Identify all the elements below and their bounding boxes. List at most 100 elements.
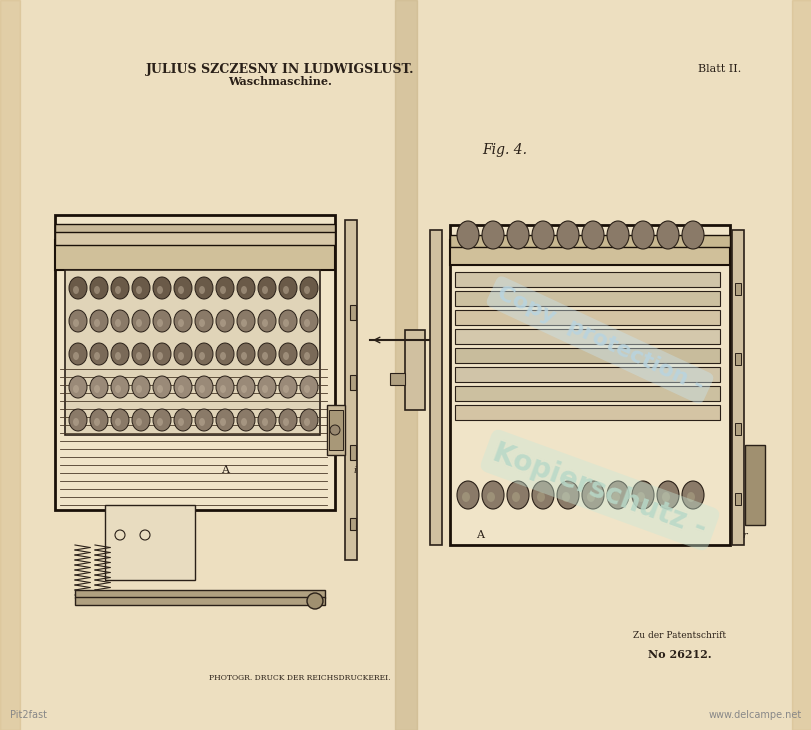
Ellipse shape [152, 277, 171, 299]
Ellipse shape [581, 221, 603, 249]
Ellipse shape [174, 277, 191, 299]
Bar [75, 590, 324, 598]
Ellipse shape [299, 376, 318, 398]
Ellipse shape [94, 319, 100, 327]
Text: r: r [742, 531, 746, 539]
Ellipse shape [157, 319, 163, 327]
Ellipse shape [199, 385, 204, 393]
Ellipse shape [262, 418, 268, 426]
Ellipse shape [73, 385, 79, 393]
Ellipse shape [174, 376, 191, 398]
Ellipse shape [556, 221, 578, 249]
Ellipse shape [135, 385, 142, 393]
Ellipse shape [461, 492, 470, 502]
Ellipse shape [132, 409, 150, 431]
Bar [345, 220, 357, 560]
Ellipse shape [303, 319, 310, 327]
Ellipse shape [115, 352, 121, 360]
Ellipse shape [94, 352, 100, 360]
Ellipse shape [69, 343, 87, 365]
Ellipse shape [607, 221, 629, 249]
Ellipse shape [216, 409, 234, 431]
Bar [350, 518, 355, 530]
Bar [454, 405, 719, 420]
Ellipse shape [631, 221, 653, 249]
Ellipse shape [111, 343, 129, 365]
Ellipse shape [237, 343, 255, 365]
Ellipse shape [241, 385, 247, 393]
Bar [350, 375, 355, 390]
Ellipse shape [611, 492, 620, 502]
Ellipse shape [656, 221, 678, 249]
Ellipse shape [241, 319, 247, 327]
Ellipse shape [661, 492, 669, 502]
Ellipse shape [178, 319, 184, 327]
Bar [454, 367, 719, 382]
Ellipse shape [90, 343, 108, 365]
Ellipse shape [237, 277, 255, 299]
Bar [55, 215, 335, 510]
Ellipse shape [132, 376, 150, 398]
Bar [734, 423, 740, 435]
Ellipse shape [73, 319, 79, 327]
Ellipse shape [195, 409, 212, 431]
Ellipse shape [279, 310, 297, 332]
Ellipse shape [681, 481, 703, 509]
Ellipse shape [132, 343, 150, 365]
Ellipse shape [220, 319, 225, 327]
Text: PHOTOGR. DRUCK DER REICHSDRUCKEREI.: PHOTOGR. DRUCK DER REICHSDRUCKEREI. [209, 674, 390, 682]
Bar [454, 310, 719, 325]
Ellipse shape [157, 352, 163, 360]
Bar [328, 410, 342, 450]
Ellipse shape [94, 286, 100, 294]
Ellipse shape [241, 418, 247, 426]
Ellipse shape [178, 385, 184, 393]
Bar [75, 597, 324, 605]
Circle shape [307, 593, 323, 609]
Ellipse shape [216, 310, 234, 332]
Ellipse shape [90, 310, 108, 332]
Ellipse shape [237, 376, 255, 398]
Bar [449, 225, 729, 545]
Bar [454, 291, 719, 306]
Bar [791, 0, 811, 730]
Ellipse shape [115, 385, 121, 393]
Ellipse shape [258, 277, 276, 299]
Ellipse shape [581, 481, 603, 509]
Bar [327, 405, 345, 455]
Bar [0, 0, 20, 730]
Ellipse shape [506, 481, 528, 509]
Ellipse shape [262, 286, 268, 294]
Ellipse shape [157, 286, 163, 294]
Ellipse shape [220, 352, 225, 360]
Ellipse shape [195, 343, 212, 365]
Ellipse shape [561, 492, 569, 502]
Text: Fig. 4.: Fig. 4. [482, 143, 527, 157]
Ellipse shape [457, 481, 478, 509]
Ellipse shape [152, 409, 171, 431]
Ellipse shape [506, 221, 528, 249]
Ellipse shape [283, 352, 289, 360]
Bar [350, 445, 355, 460]
Ellipse shape [157, 385, 163, 393]
Ellipse shape [115, 418, 121, 426]
Ellipse shape [303, 286, 310, 294]
Ellipse shape [531, 481, 553, 509]
Bar [731, 230, 743, 545]
Ellipse shape [199, 319, 204, 327]
Bar [449, 240, 729, 265]
Ellipse shape [457, 221, 478, 249]
Ellipse shape [135, 286, 142, 294]
Ellipse shape [199, 352, 204, 360]
Ellipse shape [279, 376, 297, 398]
Text: Waschmaschine.: Waschmaschine. [228, 76, 332, 88]
Bar [454, 348, 719, 363]
Ellipse shape [195, 376, 212, 398]
Ellipse shape [135, 418, 142, 426]
Ellipse shape [556, 481, 578, 509]
Ellipse shape [73, 418, 79, 426]
Bar [65, 270, 320, 435]
Ellipse shape [299, 409, 318, 431]
Ellipse shape [299, 343, 318, 365]
Ellipse shape [216, 376, 234, 398]
